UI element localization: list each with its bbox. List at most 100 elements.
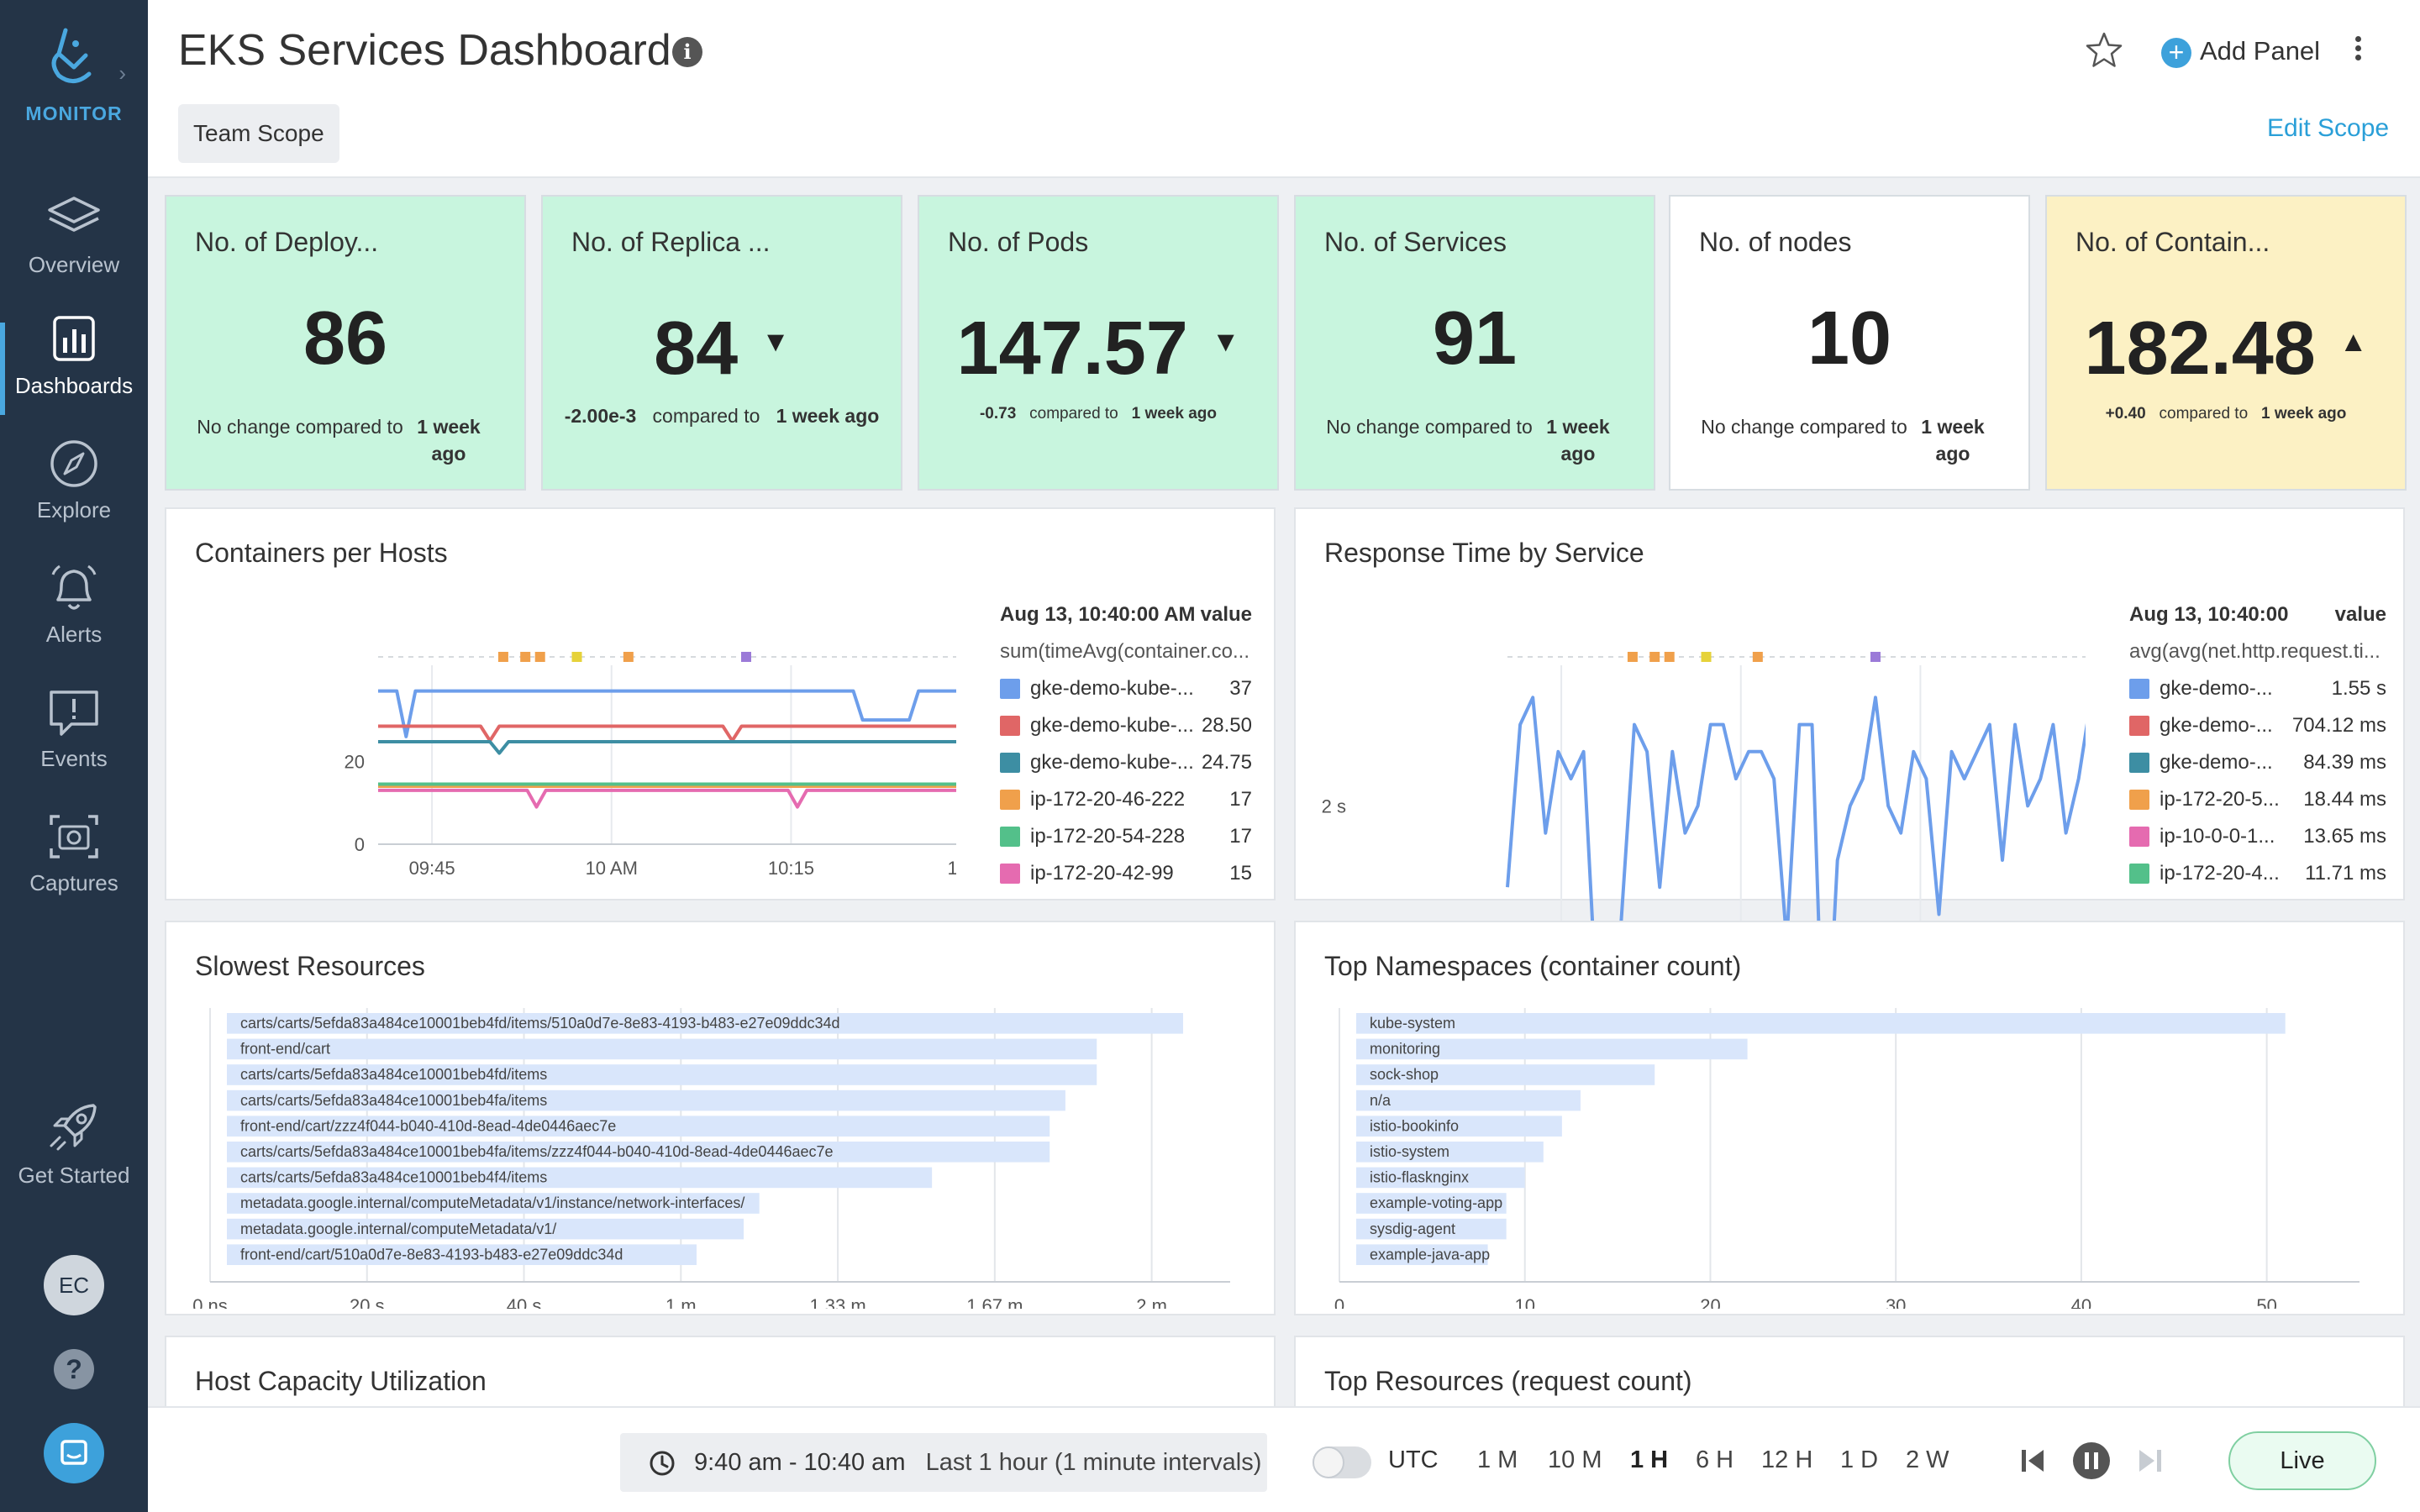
event-marker	[1870, 652, 1881, 662]
panel-slowest-resources[interactable]: Slowest Resources 0 ns 20 s 40 s 1 m 1.33 m 1…	[165, 921, 1276, 1315]
user-avatar[interactable]: EC	[44, 1255, 104, 1315]
bar	[227, 1089, 1065, 1111]
star-icon[interactable]	[2084, 30, 2124, 71]
legend-value: 84.39 ms	[2303, 751, 2386, 774]
sidebar: › MONITOR Overview Dashboards Explore	[0, 0, 148, 1512]
bar-label: metadata.google.internal/computeMetadata…	[240, 1194, 744, 1211]
stat-card-deployments[interactable]: No. of Deploy... 86 No change compared t…	[165, 195, 526, 491]
legend-row[interactable]: gke-demo-... 84.39 ms	[2129, 751, 2386, 776]
legend-row[interactable]: gke-demo-... 1.55 s	[2129, 677, 2386, 702]
stat-card-services[interactable]: No. of Services 91 No change compared to…	[1294, 195, 1655, 491]
range-2w[interactable]: 2 W	[1906, 1446, 1949, 1473]
panel-top-namespaces[interactable]: Top Namespaces (container count) 0 10 20 30…	[1294, 921, 2405, 1315]
nav-dashboards[interactable]: Dashboards	[0, 314, 148, 432]
stat-card-replicas[interactable]: No. of Replica ... 84 ▼ -2.00e-3 compared…	[541, 195, 902, 491]
dashboard-header: EKS Services Dashboard i Team Scope + Add…	[148, 0, 2420, 178]
live-button[interactable]: Live	[2228, 1431, 2376, 1490]
panel-title: Response Time by Service	[1324, 538, 1644, 568]
legend-row[interactable]: ip-172-20-42-99 15	[1000, 862, 1252, 887]
nav-get-started[interactable]: Get Started	[0, 1100, 148, 1218]
help-icon[interactable]: ?	[54, 1349, 94, 1389]
range-6h[interactable]: 6 H	[1696, 1446, 1734, 1473]
bar	[1356, 1089, 1581, 1111]
stat-period: 1 week ago	[417, 416, 481, 465]
event-marker	[623, 652, 634, 662]
stat-change-text: No change compared to	[1701, 416, 1907, 438]
clock-icon	[650, 1451, 675, 1476]
pause-icon[interactable]	[2072, 1441, 2111, 1480]
containers-line-chart[interactable]: 09:45 10 AM 10:15 10:30 0 20	[166, 580, 956, 932]
nav-alerts[interactable]: Alerts	[0, 563, 148, 680]
legend-value: 37	[1229, 677, 1252, 700]
rocket-icon	[50, 1104, 97, 1151]
add-panel-button[interactable]: + Add Panel	[2161, 30, 2320, 72]
legend-value: 18.44 ms	[2303, 788, 2386, 811]
nav-explore-label: Explore	[36, 497, 112, 522]
monitor-logo[interactable]: › MONITOR	[0, 25, 148, 151]
more-options-icon[interactable]	[2349, 34, 2366, 67]
legend-row[interactable]: ip-172-20-54-228 17	[1000, 825, 1252, 850]
bar-label: example-java-app	[1370, 1246, 1490, 1263]
legend-value: 1.55 s	[2331, 677, 2386, 700]
range-10m[interactable]: 10 M	[1548, 1446, 1602, 1473]
x-tick-label: 20 s	[350, 1295, 385, 1309]
nav-captures-label: Captures	[29, 870, 118, 895]
legend-row[interactable]: ip-172-20-4... 11.71 ms	[2129, 862, 2386, 887]
legend-name: ip-172-20-4...	[2160, 862, 2280, 885]
y-tick-label: 0	[355, 834, 365, 855]
legend-row[interactable]: ip-172-20-5... 18.44 ms	[2129, 788, 2386, 813]
legend-name: gke-demo-...	[2160, 714, 2273, 737]
panel-containers-per-hosts[interactable]: Containers per Hosts 09:45 10 AM 10:15 10:3…	[165, 507, 1276, 900]
legend-row[interactable]: gke-demo-... 704.12 ms	[2129, 714, 2386, 739]
legend-row[interactable]: ip-10-0-0-1... 13.65 ms	[2129, 825, 2386, 850]
nav-captures[interactable]: Captures	[0, 811, 148, 929]
event-marker	[741, 652, 751, 662]
event-marker	[1701, 652, 1712, 662]
event-marker	[571, 652, 582, 662]
namespaces-bar-chart[interactable]: 0 10 20 30 40 50 kube-system monitoring sock-sho…	[1296, 990, 2388, 1309]
legend-row[interactable]: gke-demo-kube-... 28.50	[1000, 714, 1252, 739]
nav-events[interactable]: Events	[0, 687, 148, 805]
time-range-picker[interactable]: 9:40 am - 10:40 am Last 1 hour (1 minute…	[620, 1433, 1267, 1492]
chart-legend: Aug 13, 10:40:00 value avg(avg(net.http.…	[2129, 603, 2386, 889]
bar	[227, 1013, 1183, 1034]
stat-card-containers[interactable]: No. of Contain... 182.48 ▲ +0.40 compared…	[2045, 195, 2407, 491]
legend-row[interactable]: ip-172-20-46-222 17	[1000, 788, 1252, 813]
legend-value: 17	[1229, 788, 1252, 811]
slowest-bar-chart[interactable]: 0 ns 20 s 40 s 1 m 1.33 m 1.67 m 2 m carts/cart…	[166, 990, 1259, 1309]
range-1d[interactable]: 1 D	[1840, 1446, 1879, 1473]
skip-back-icon[interactable]	[2018, 1446, 2047, 1475]
range-1m[interactable]: 1 M	[1477, 1446, 1518, 1473]
legend-name: ip-172-20-5...	[2160, 788, 2280, 811]
stat-change-text: No change compared to	[197, 416, 403, 438]
chat-button[interactable]	[44, 1423, 104, 1483]
bar	[227, 1218, 744, 1240]
nav-overview[interactable]: Overview	[0, 193, 148, 311]
info-icon[interactable]: i	[672, 37, 702, 67]
stat-card-pods[interactable]: No. of Pods 147.57 ▼ -0.73 compared to 1 …	[918, 195, 1279, 491]
chart-legend: Aug 13, 10:40:00 AM value sum(timeAvg(co…	[1000, 603, 1252, 889]
nav-explore[interactable]: Explore	[0, 438, 148, 556]
legend-name: gke-demo-kube-...	[1030, 677, 1194, 700]
x-tick-label: 0	[1334, 1295, 1344, 1309]
edit-scope-link[interactable]: Edit Scope	[2267, 114, 2390, 142]
bar	[1356, 1013, 2286, 1034]
team-scope-button[interactable]: Team Scope	[178, 104, 339, 163]
skip-forward-icon[interactable]	[2136, 1446, 2165, 1475]
trend-down-icon: ▼	[761, 325, 790, 358]
range-1h[interactable]: 1 H	[1630, 1446, 1669, 1473]
bar-label: front-end/cart/510a0d7e-8e83-4193-b483-e…	[240, 1246, 623, 1263]
stat-card-nodes[interactable]: No. of nodes 10 No change compared to 1 …	[1669, 195, 2030, 491]
panel-title: Slowest Resources	[195, 951, 425, 981]
event-marker	[497, 652, 508, 662]
expand-chevron-icon[interactable]: ›	[118, 60, 126, 86]
layers-icon	[48, 197, 100, 232]
legend-row[interactable]: gke-demo-kube-... 37	[1000, 677, 1252, 702]
legend-name: gke-demo-...	[2160, 677, 2273, 700]
range-12h[interactable]: 12 H	[1761, 1446, 1813, 1473]
legend-name: ip-172-20-42-99	[1030, 862, 1174, 885]
legend-row[interactable]: gke-demo-kube-... 24.75	[1000, 751, 1252, 776]
utc-toggle[interactable]	[1313, 1446, 1371, 1478]
